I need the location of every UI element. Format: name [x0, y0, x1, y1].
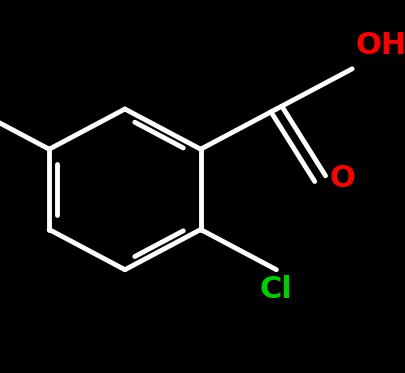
Text: Cl: Cl: [259, 275, 292, 304]
Text: O: O: [329, 164, 354, 193]
Text: OH: OH: [354, 31, 405, 60]
